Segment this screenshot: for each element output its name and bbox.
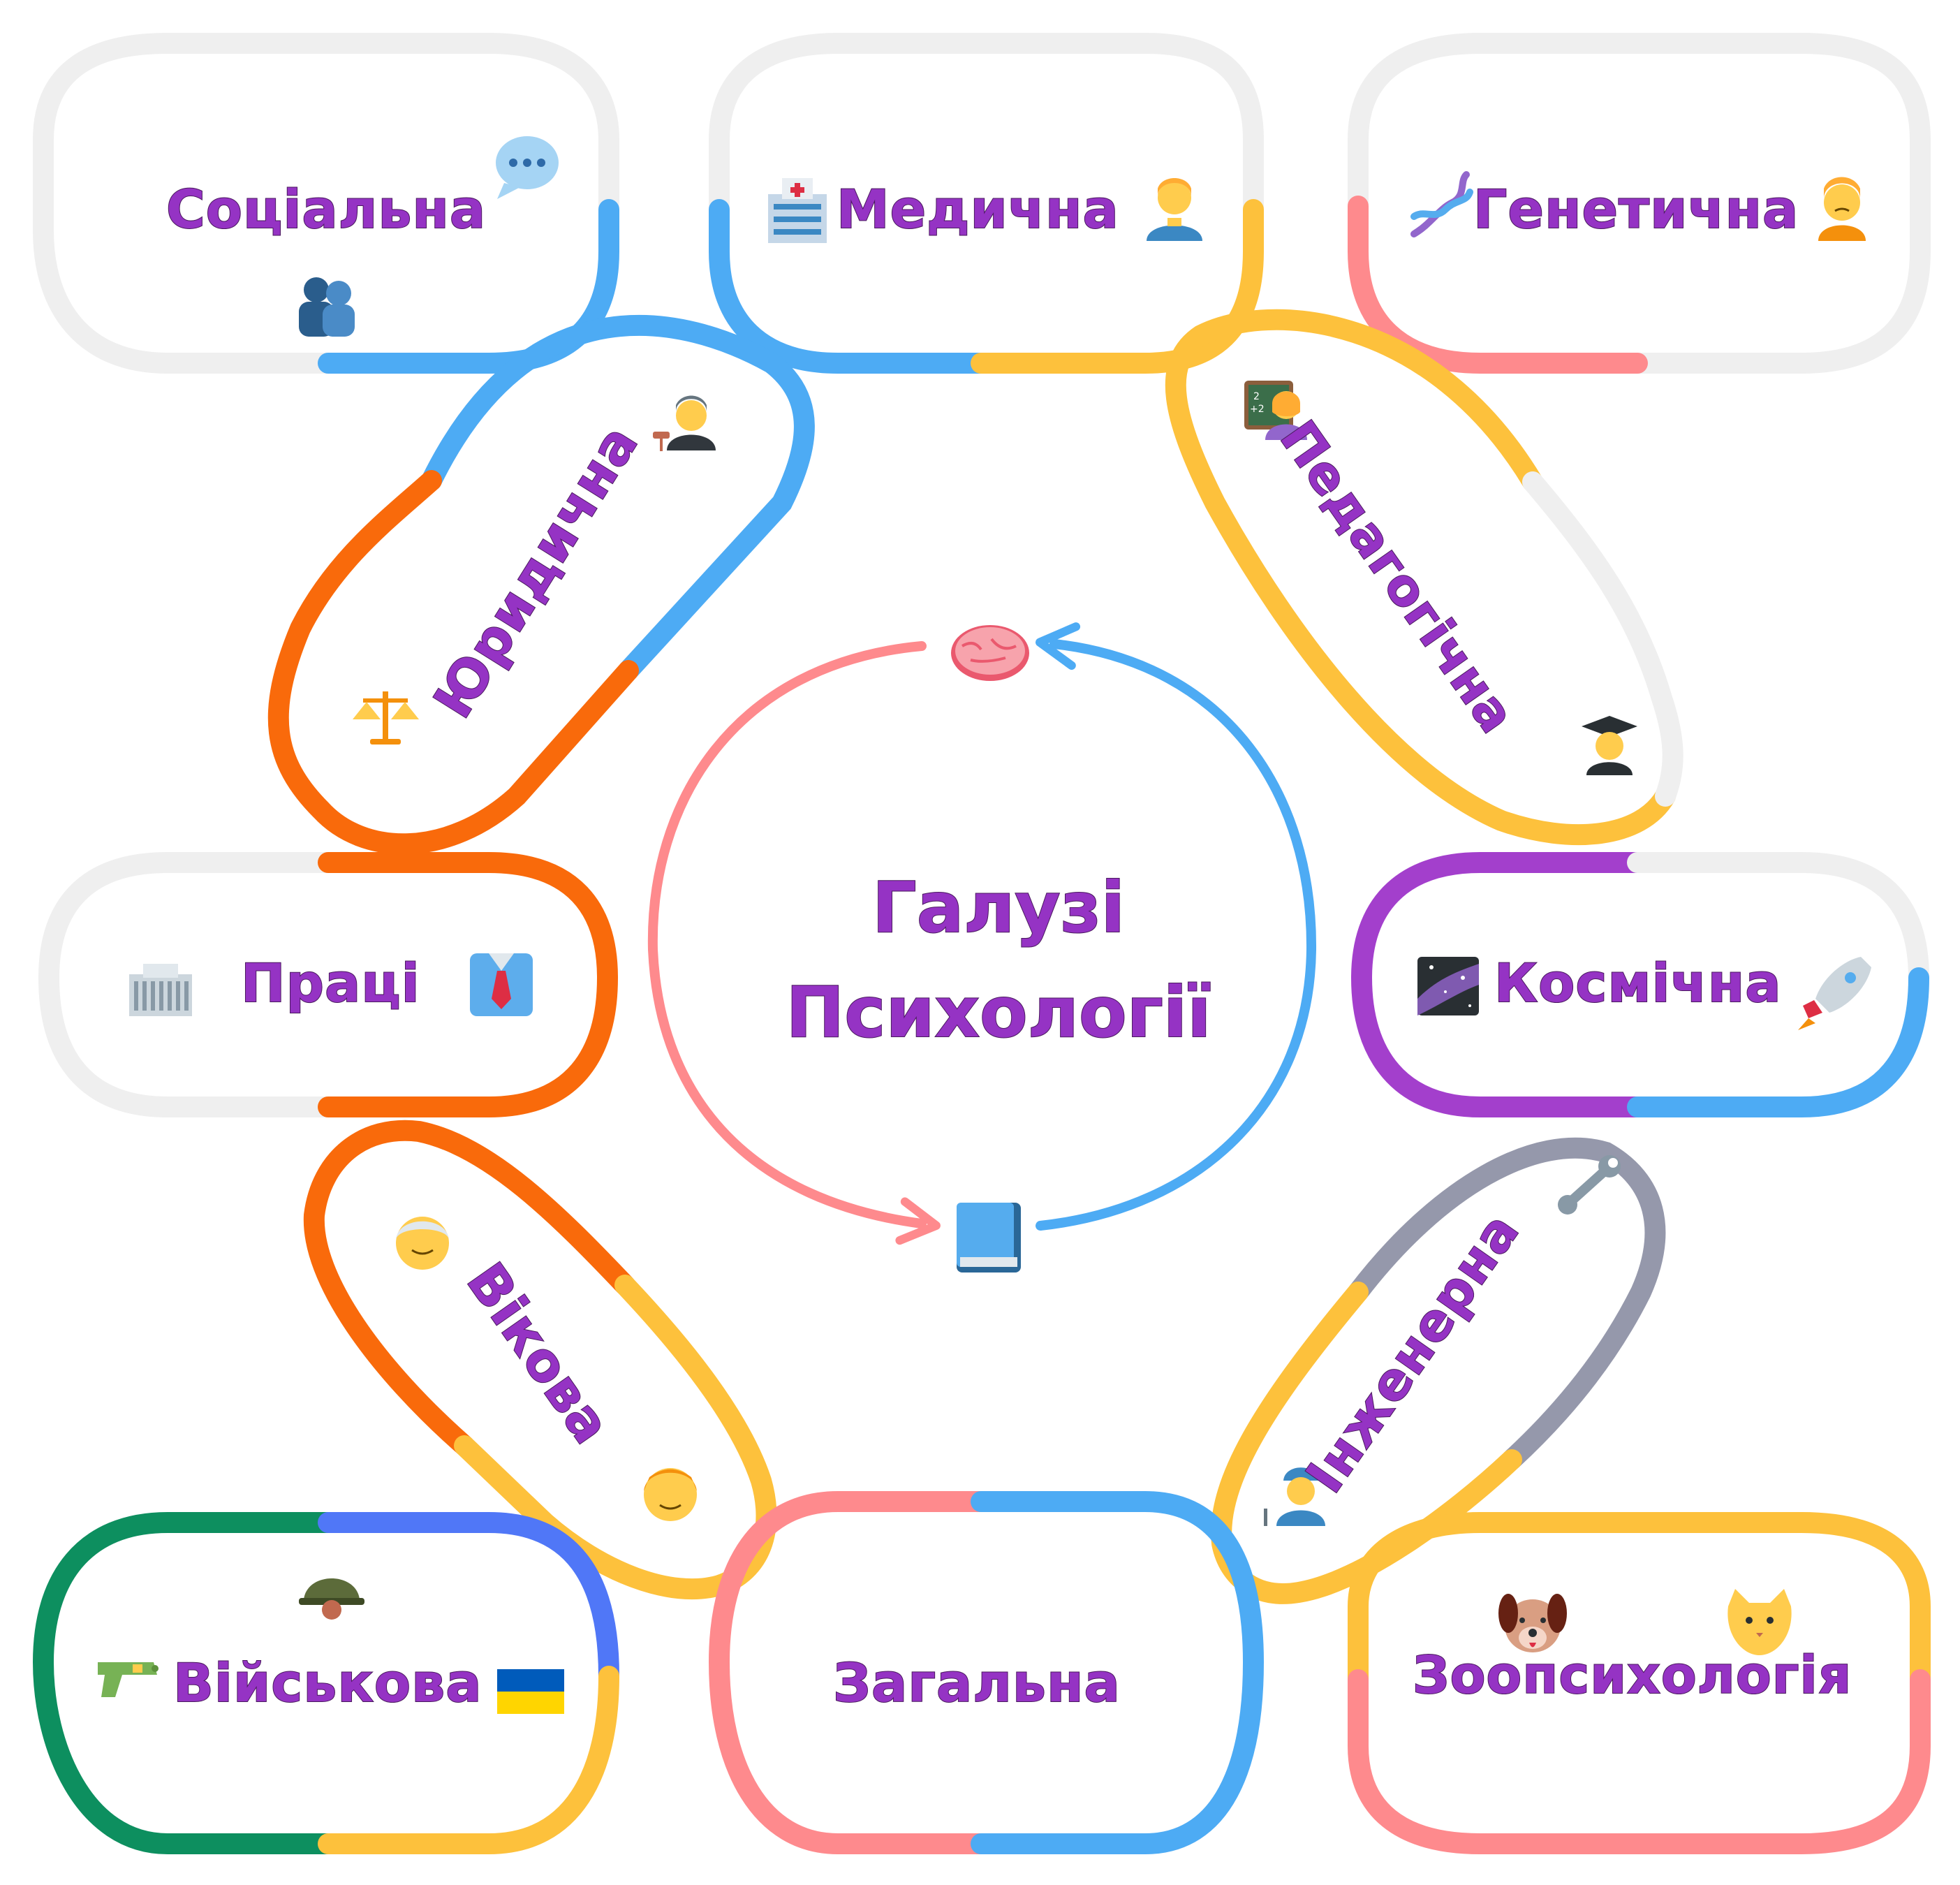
scales-icon — [353, 691, 419, 745]
health-worker-icon — [1147, 178, 1202, 241]
water-pistol-icon — [98, 1662, 159, 1697]
milky-way-icon — [1417, 957, 1479, 1015]
office-building-icon — [129, 964, 192, 1016]
node-medical-label: Медична — [836, 178, 1119, 240]
cat-face-icon — [1727, 1589, 1792, 1655]
svg-text:2: 2 — [1253, 391, 1260, 402]
node-general-label: Загальна — [832, 1652, 1121, 1714]
node-military-label: Військова — [172, 1652, 482, 1714]
speech-bubble-icon — [496, 136, 559, 199]
older-man-icon — [396, 1217, 449, 1270]
node-military-outline — [32, 1512, 619, 1854]
cycle-arrow-pink — [647, 641, 941, 1245]
engineer-icon — [1264, 1467, 1325, 1526]
helmet-icon — [299, 1578, 364, 1620]
person-frowning-icon — [1818, 177, 1866, 241]
center-title: Галузі Психології — [719, 856, 1278, 1065]
shirt-tie-icon — [470, 953, 533, 1016]
judge-icon — [653, 395, 716, 451]
node-genetic-outline — [1348, 33, 1931, 374]
dog-face-icon — [1498, 1594, 1567, 1652]
book-icon — [957, 1203, 1021, 1272]
people-hugging-icon — [299, 277, 355, 337]
teacher-icon: 2 +2 — [1244, 381, 1307, 440]
node-legal-outline — [267, 314, 815, 855]
dna-icon — [1410, 171, 1473, 237]
svg-text:+2: +2 — [1250, 404, 1265, 415]
center-title-line2: Психології — [786, 971, 1212, 1054]
node-zoo-outline — [1348, 1512, 1931, 1854]
node-labor-outline — [38, 852, 619, 1117]
node-space-label: Космічна — [1494, 952, 1782, 1014]
graduate-icon — [1582, 716, 1637, 775]
boy-icon — [644, 1468, 697, 1521]
brain-icon — [951, 625, 1029, 681]
node-zoo-label: Зоопсихологія — [1412, 1645, 1852, 1706]
node-labor-label: Праці — [240, 952, 420, 1014]
node-general-outline — [708, 1491, 1265, 1854]
node-space-outline — [1350, 852, 1929, 1117]
rocket-icon — [1798, 957, 1871, 1030]
node-social-label: Соціальна — [165, 178, 487, 240]
hospital-icon — [768, 178, 827, 243]
node-genetic-label: Генетична — [1473, 178, 1799, 240]
cycle-arrow-blue — [1036, 622, 1317, 1231]
wrench-icon — [1558, 1155, 1621, 1215]
node-pedagogical-outline — [1165, 309, 1683, 846]
ukraine-flag-icon — [497, 1669, 564, 1714]
center-title-line1: Галузі — [871, 866, 1126, 949]
